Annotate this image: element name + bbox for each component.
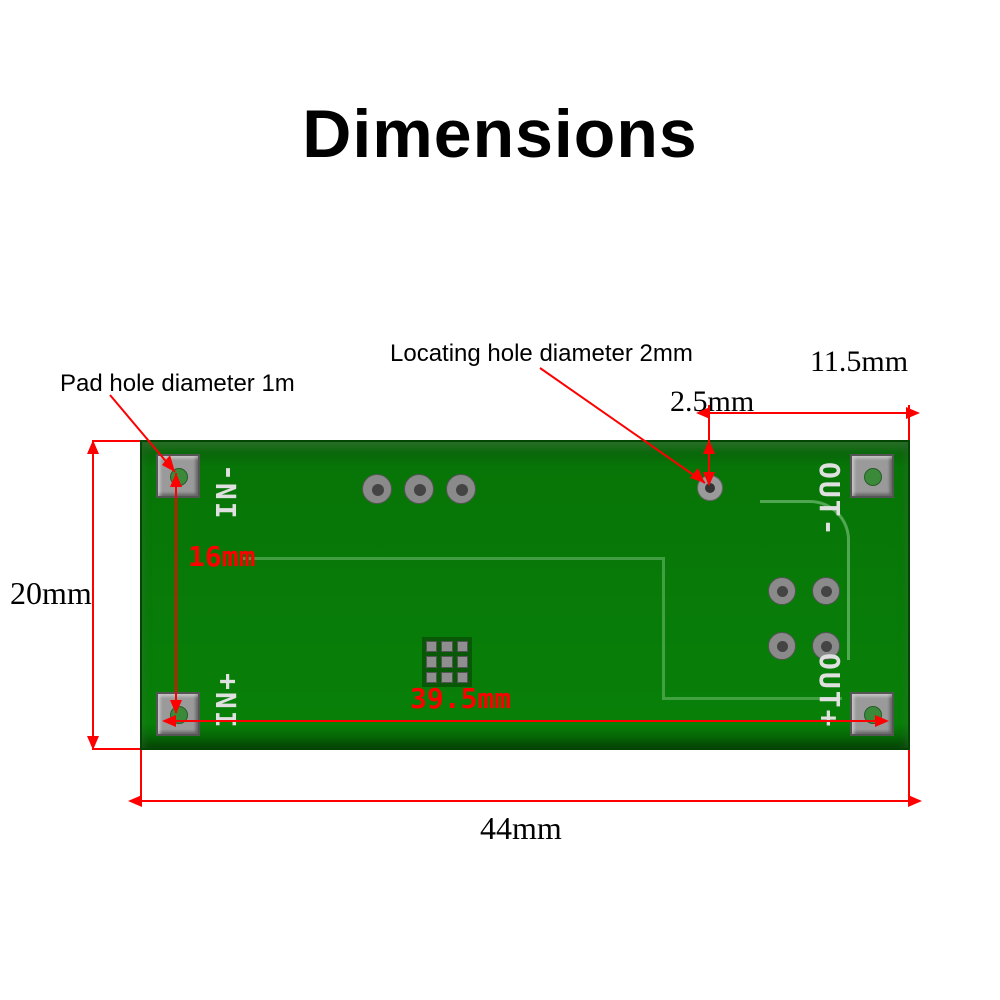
dim-loc-right: 11.5mm — [810, 345, 908, 379]
silk-in-neg: IN- — [210, 462, 243, 519]
pcb-board: IN- IN+ OUT- OUT+ — [140, 440, 910, 750]
arrowhead-icon — [875, 715, 889, 727]
label-pad-hole: Pad hole diameter 1m — [60, 370, 295, 398]
dim-ext — [92, 748, 140, 750]
dim-inner-width: 39.5mm — [410, 682, 511, 715]
dim-pad-pitch: 16mm — [188, 540, 255, 573]
dim-line-pad-pitch — [175, 473, 177, 713]
arrowhead-icon — [906, 407, 920, 419]
callout-arrow-icon — [540, 368, 740, 498]
arrowhead-icon — [87, 736, 99, 750]
pad-top-right — [850, 454, 894, 498]
dim-width-total: 44mm — [480, 810, 562, 847]
dim-line-height — [92, 440, 94, 750]
trace — [242, 557, 662, 560]
arrowhead-icon — [87, 440, 99, 454]
dim-ext — [140, 750, 142, 800]
arrowhead-icon — [128, 795, 142, 807]
arrowhead-icon — [162, 715, 176, 727]
silk-out-neg: OUT- — [813, 462, 846, 537]
page-title: Dimensions — [0, 95, 1000, 173]
label-locating-hole: Locating hole diameter 2mm — [390, 340, 693, 368]
dim-ext — [908, 750, 910, 800]
dim-height-total: 20mm — [10, 575, 92, 612]
pad-bottom-right — [850, 692, 894, 736]
pad-row-top — [362, 474, 476, 504]
arrowhead-icon — [170, 700, 182, 714]
chip-footprint — [422, 637, 472, 687]
arrowhead-icon — [908, 795, 922, 807]
pad-bottom-left — [156, 692, 200, 736]
callout-arrow-icon — [110, 395, 200, 485]
dimension-diagram: IN- IN+ OUT- OUT+ 20mm 16mm 39.5mm 44mm … — [40, 350, 960, 870]
silk-out-pos: OUT+ — [813, 653, 846, 728]
dim-line-width — [140, 800, 910, 802]
trace — [662, 557, 665, 697]
dim-line-inner-width — [175, 720, 875, 722]
